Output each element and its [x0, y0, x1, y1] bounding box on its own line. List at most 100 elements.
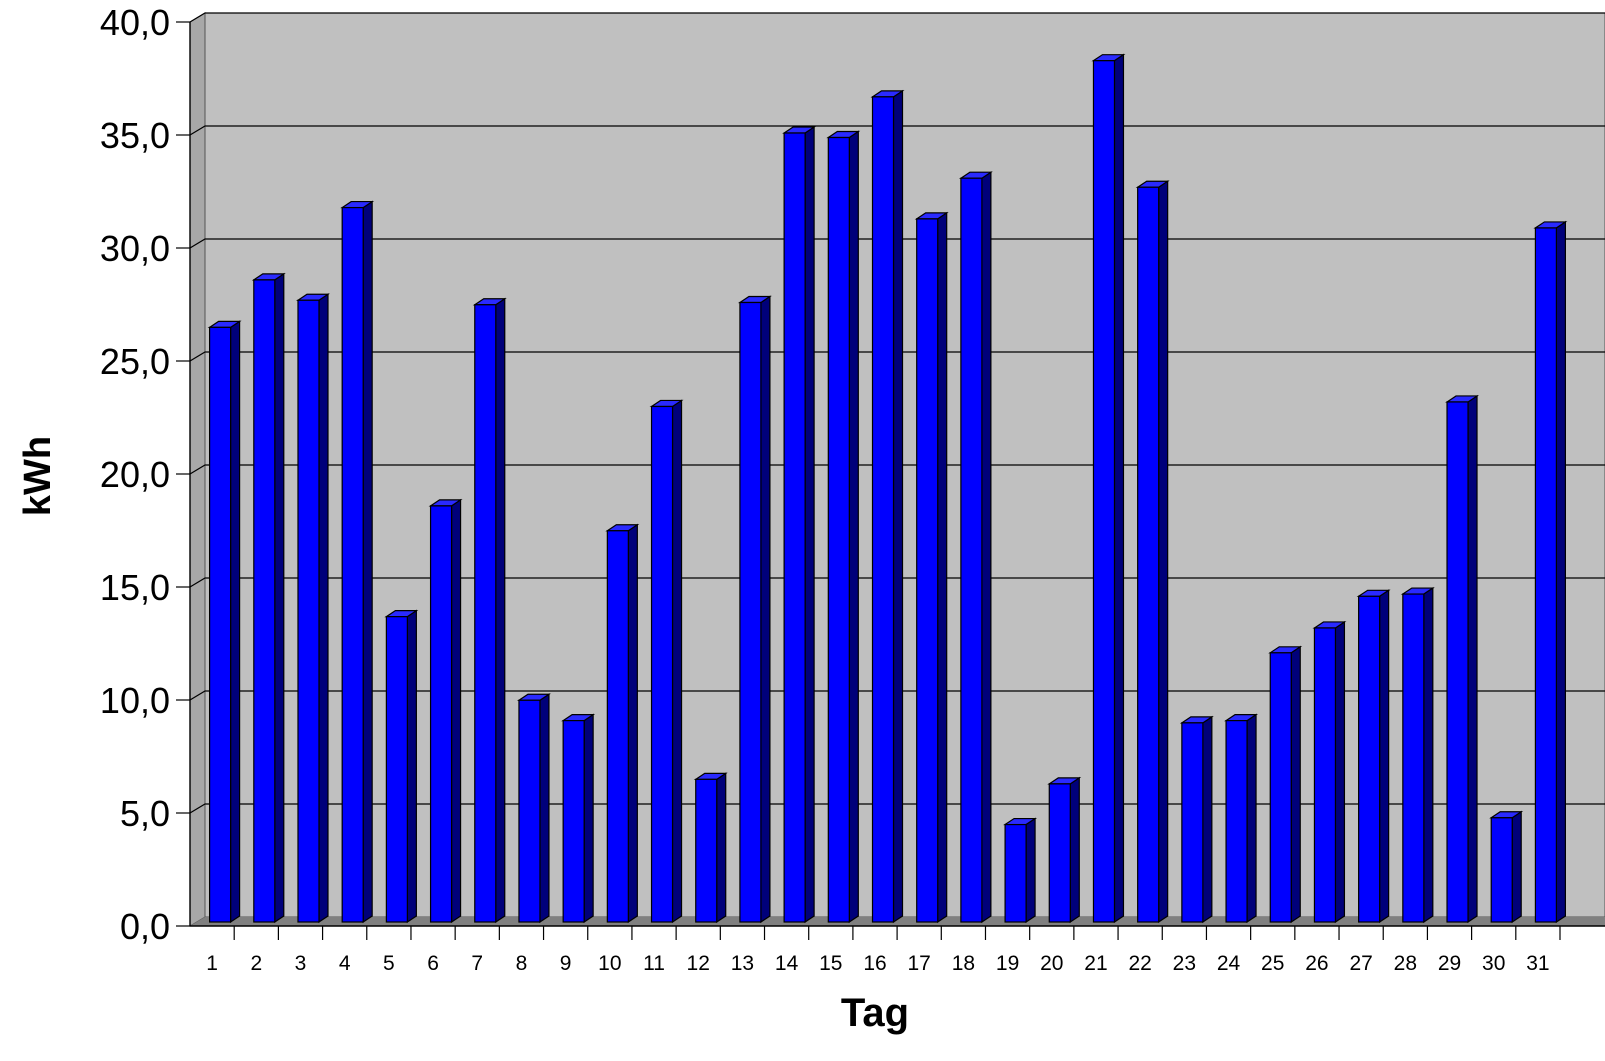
x-axis-label: Tag: [841, 991, 909, 1035]
bar-front: [827, 136, 850, 923]
x-tick-label: 5: [383, 952, 395, 975]
bar-front: [739, 301, 762, 923]
x-tick-label: 26: [1305, 952, 1328, 975]
x-tick-label: 11: [643, 952, 665, 975]
bar-front: [385, 616, 408, 923]
y-tick-labels: 0,0 5,0 10,0 15,0 20,0 25,0 30,0 35,0 40,0: [100, 2, 170, 947]
bar: [340, 200, 375, 924]
bar: [1268, 645, 1303, 924]
bar-front: [1534, 227, 1558, 923]
x-tick-label: 3: [295, 952, 307, 975]
x-tick-label: 7: [471, 952, 483, 975]
bar-front: [1092, 60, 1116, 923]
bar: [870, 89, 905, 924]
bar-side: [1511, 810, 1522, 924]
x-tick-label: 24: [1217, 952, 1241, 975]
bar-side: [539, 693, 550, 924]
bar: [605, 523, 640, 924]
axes: [176, 21, 1605, 940]
x-tick-label: 27: [1349, 952, 1372, 975]
bar-side: [937, 211, 948, 924]
bar-front: [1181, 722, 1204, 923]
y-tick-label: 20,0: [100, 454, 170, 495]
bar-side: [1334, 620, 1346, 924]
bar: [737, 295, 772, 924]
y-tick-label: 0,0: [120, 906, 170, 947]
bar-front: [1490, 817, 1513, 923]
x-tick-label: 4: [339, 952, 351, 975]
gridline: [189, 12, 1605, 23]
bar-front: [650, 405, 674, 923]
x-tick-label: 20: [1040, 952, 1063, 975]
bar-front: [429, 505, 453, 923]
bar-side: [1246, 713, 1257, 924]
bar-front: [474, 304, 497, 923]
x-tick-label: 19: [996, 952, 1019, 975]
bar-front: [562, 719, 585, 923]
x-tick-labels: 1 2 3 4 5 6 7 8 9 10 11 12 13 14 15 16 17 18 19 20 21 22 23 24 2…: [206, 952, 1549, 975]
bar-front: [1269, 652, 1292, 923]
bar-side: [848, 130, 859, 924]
bar-front: [1446, 401, 1469, 923]
bar-side: [1467, 394, 1478, 924]
bar: [428, 498, 463, 924]
bar-side: [362, 200, 373, 924]
bar-front: [871, 96, 895, 923]
bar: [1047, 776, 1082, 924]
bar: [1533, 220, 1568, 924]
y-tick-label: 5,0: [120, 793, 170, 834]
bar-front: [1048, 783, 1071, 923]
bar: [516, 693, 551, 924]
x-tick-label: 21: [1084, 952, 1107, 975]
x-tick-label: 28: [1394, 952, 1417, 975]
bar-front: [341, 206, 364, 923]
bar-side: [1025, 817, 1036, 924]
x-tick-label: 22: [1128, 952, 1151, 975]
bar-front: [960, 177, 983, 923]
bar-side: [716, 772, 727, 924]
bar: [1489, 810, 1524, 924]
x-tick-label: 25: [1261, 952, 1284, 975]
x-tick-label: 15: [819, 952, 842, 975]
bar: [914, 211, 949, 924]
bar-side: [406, 609, 417, 924]
bar-side: [1379, 589, 1390, 924]
bar-front: [518, 699, 541, 923]
bar: [1091, 53, 1126, 924]
bar: [384, 609, 419, 924]
bar-side: [1069, 776, 1080, 924]
bar-side: [804, 125, 815, 924]
bar: [1135, 180, 1170, 924]
x-tick-label: 13: [731, 952, 754, 975]
x-tick-label: 2: [250, 952, 262, 975]
bar-side: [1555, 220, 1567, 924]
bar-front: [1358, 595, 1381, 923]
bar: [958, 171, 993, 924]
bar-front: [783, 132, 806, 923]
bar: [1445, 394, 1479, 924]
x-tick-label: 14: [775, 952, 799, 975]
x-tick-label: 17: [908, 952, 931, 975]
x-tick-label: 23: [1173, 952, 1196, 975]
bar-front: [916, 218, 939, 923]
bar-side: [760, 295, 771, 924]
bar-side: [583, 713, 594, 924]
y-tick-label: 35,0: [100, 115, 170, 156]
bar: [1224, 713, 1259, 924]
bar: [1003, 817, 1038, 924]
x-tick-label: 10: [598, 952, 621, 975]
bar-side: [671, 399, 683, 924]
x-tick-label: 6: [427, 952, 439, 975]
bar-side: [1202, 715, 1213, 924]
bar-side: [1113, 53, 1125, 924]
bar-front: [1313, 627, 1337, 923]
bar: [782, 125, 817, 924]
x-tick-label: 1: [206, 952, 218, 975]
bar: [649, 399, 684, 924]
bar: [296, 293, 330, 924]
bar-side: [981, 171, 992, 924]
bar: [561, 713, 596, 924]
x-tick-label: 9: [560, 952, 572, 975]
gridline: [189, 125, 1605, 136]
